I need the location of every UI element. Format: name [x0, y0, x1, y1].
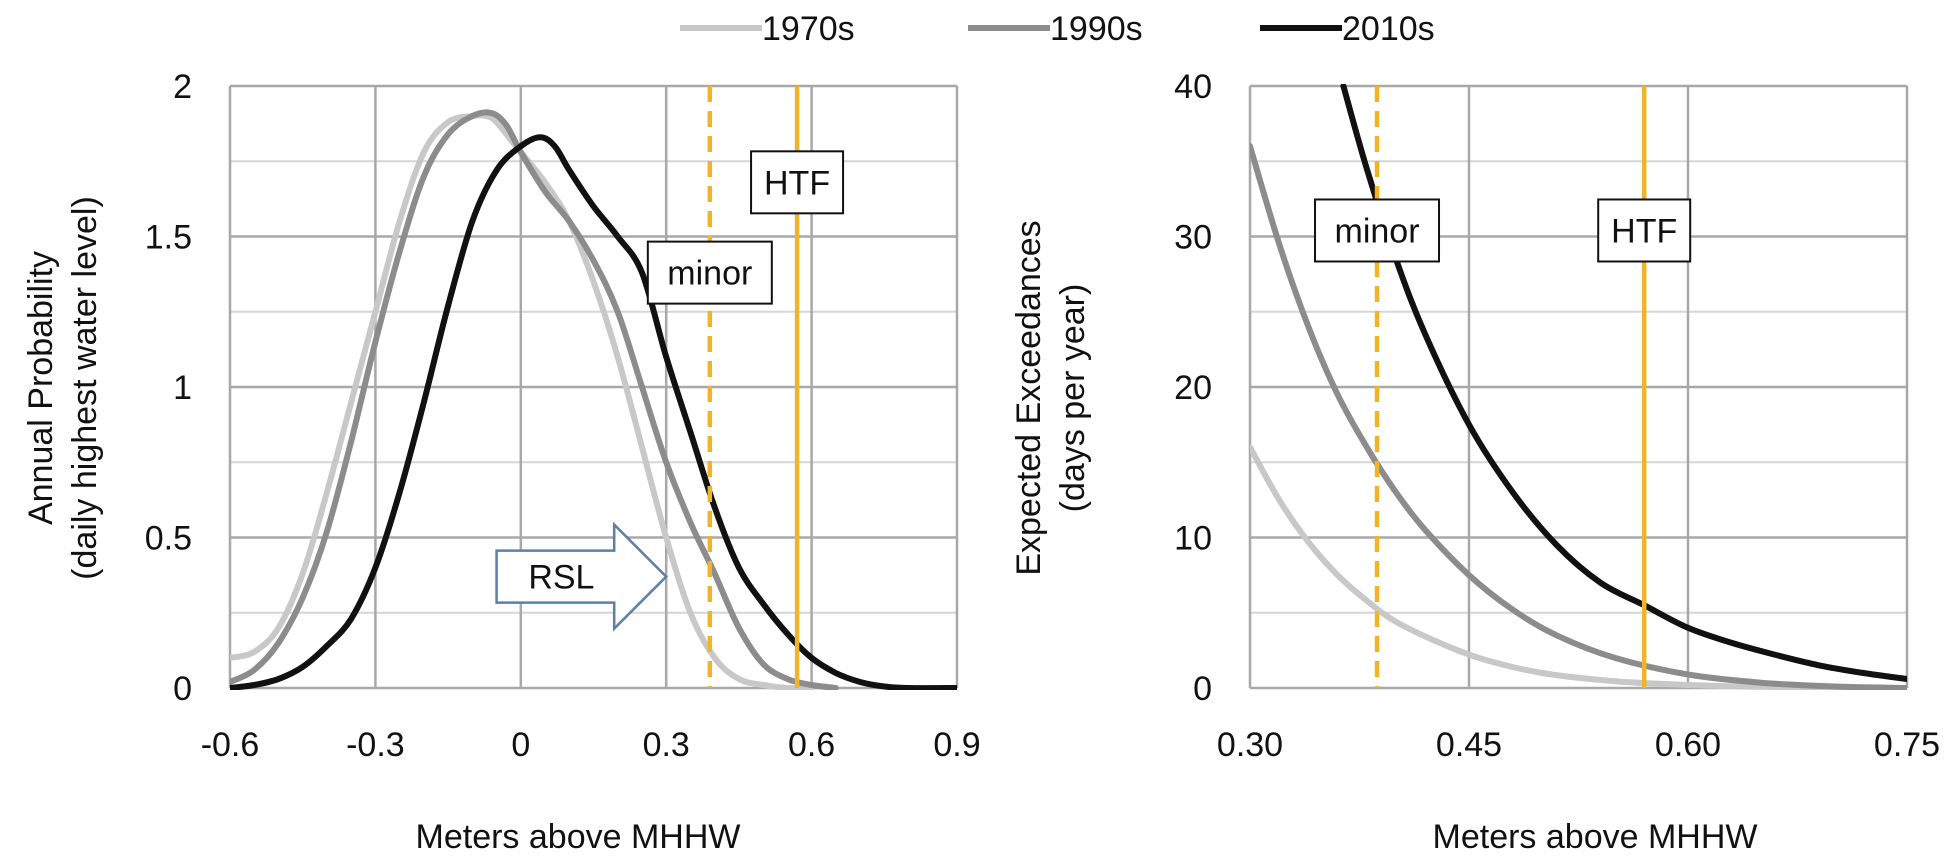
x-tick-label: 0 — [511, 726, 530, 764]
y-tick-label: 0.5 — [145, 520, 192, 558]
series-line-2010s — [1340, 84, 1907, 682]
legend-label-1990s: 1990s — [1050, 10, 1143, 48]
series-line-1990s — [1250, 143, 1907, 690]
y-tick-label: 1.5 — [145, 219, 192, 257]
x-tick-labels: -0.6 -0.3 0 0.3 0.6 0.9 — [201, 726, 981, 764]
probability-chart: -0.6 -0.3 0 0.3 0.6 0.9 0 0.5 1 1.5 2 minor HTF RS… — [22, 68, 981, 856]
x-tick-label: 0.6 — [788, 726, 835, 764]
legend: 1970s 1990s 2010s — [680, 10, 1435, 48]
rsl-label: RSL — [528, 559, 594, 597]
x-tick-label: 0.30 — [1217, 726, 1283, 764]
x-tick-label: -0.3 — [346, 726, 405, 764]
series-line-1970s — [230, 112, 815, 690]
y-tick-label: 2 — [173, 68, 192, 106]
y-axis-title-line-2: (days per year) — [1054, 284, 1092, 513]
y-tick-label: 30 — [1174, 219, 1212, 257]
grid-lines — [228, 84, 959, 690]
threshold-label-box-htf — [1597, 198, 1692, 263]
y-axis-title: Annual Probability (daily highest water … — [22, 196, 104, 580]
threshold-label-box-htf — [750, 150, 845, 215]
series-line-2010s — [230, 134, 957, 690]
y-axis-title-line-1: Annual Probability — [22, 251, 60, 525]
series-lines — [230, 109, 957, 690]
threshold-label-htf: HTF — [1611, 212, 1677, 250]
x-tick-labels: 0.30 0.45 0.60 0.75 — [1217, 726, 1940, 764]
y-tick-label: 1 — [173, 369, 192, 407]
x-tick-label: 0.45 — [1436, 726, 1502, 764]
x-tick-label: -0.6 — [201, 726, 260, 764]
x-axis-title: Meters above MHHW — [416, 818, 741, 856]
series-line-1970s — [1250, 444, 1907, 690]
y-tick-label: 40 — [1174, 68, 1212, 106]
y-axis-title-line-2: (daily highest water level) — [66, 196, 104, 580]
x-tick-label: 0.3 — [643, 726, 690, 764]
threshold-lines: minor HTF — [1314, 86, 1692, 688]
threshold-label-minor: minor — [1335, 212, 1420, 250]
threshold-label-box-minor — [646, 240, 773, 305]
threshold-label-box-minor — [1314, 198, 1441, 263]
y-tick-label: 20 — [1174, 369, 1212, 407]
rsl-annotation: RSL — [495, 521, 668, 632]
y-tick-label: 0 — [1193, 670, 1212, 708]
threshold-lines: minor HTF — [646, 86, 845, 688]
x-tick-label: 0.60 — [1655, 726, 1721, 764]
rsl-arrow — [495, 521, 668, 632]
exceedances-chart: 0.30 0.45 0.60 0.75 0 10 20 30 40 minor HTF Mete… — [1010, 68, 1940, 856]
x-tick-label: 0.75 — [1874, 726, 1940, 764]
y-tick-label: 0 — [173, 670, 192, 708]
legend-label-1970s: 1970s — [762, 10, 855, 48]
y-axis-title-line-1: Expected Exceedances — [1010, 220, 1048, 575]
grid-lines — [1248, 84, 1909, 690]
threshold-label-htf: HTF — [764, 164, 830, 202]
y-tick-label: 10 — [1174, 520, 1212, 558]
legend-label-2010s: 2010s — [1342, 10, 1435, 48]
y-axis-title: Expected Exceedances (days per year) — [1010, 220, 1092, 575]
y-tick-labels: 0 10 20 30 40 — [1174, 68, 1212, 708]
y-tick-labels: 0 0.5 1 1.5 2 — [145, 68, 192, 708]
x-axis-title: Meters above MHHW — [1433, 818, 1758, 856]
x-tick-label: 0.9 — [933, 726, 980, 764]
series-line-1990s — [230, 109, 839, 690]
threshold-label-minor: minor — [667, 255, 752, 293]
